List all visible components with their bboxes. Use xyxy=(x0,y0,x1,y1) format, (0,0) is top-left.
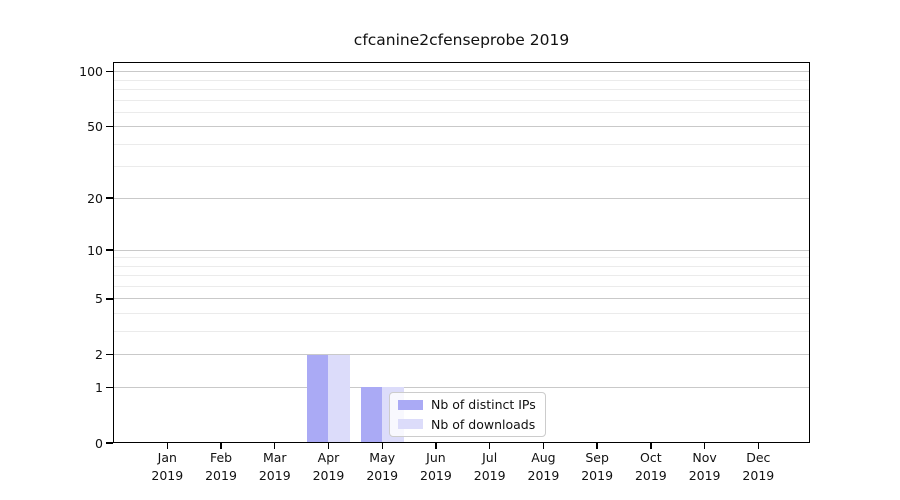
minor-gridline xyxy=(113,111,810,113)
y-tick-label: 1 xyxy=(95,379,103,395)
x-tick-month: Dec xyxy=(746,450,771,465)
x-tick-month: Jan xyxy=(157,450,177,465)
minor-gridline xyxy=(113,313,810,315)
x-tick-label: Dec 2019 xyxy=(728,449,788,484)
minor-gridline xyxy=(113,285,810,287)
x-tick-label: Sep 2019 xyxy=(567,449,627,484)
x-tick-mark xyxy=(703,443,706,449)
y-tick-mark xyxy=(106,197,113,199)
x-tick-mark xyxy=(381,443,383,449)
x-tick-label: Jul 2019 xyxy=(460,449,520,484)
major-gridline xyxy=(113,354,810,356)
y-tick-label: 50 xyxy=(87,119,103,135)
minor-gridline xyxy=(113,330,810,332)
legend-label-downloads: Nb of downloads xyxy=(431,416,536,432)
x-tick-month: Jun xyxy=(426,450,446,465)
x-tick-month: Nov xyxy=(692,450,717,465)
major-gridline xyxy=(113,386,810,388)
x-tick-mark xyxy=(757,443,760,449)
x-tick-year: 2019 xyxy=(634,467,667,483)
legend-label-distinct-ips: Nb of distinct IPs xyxy=(431,397,536,413)
y-tick-label: 2 xyxy=(95,347,103,363)
x-tick-month: Mar xyxy=(262,450,287,465)
bar-apr-downloads xyxy=(328,354,350,443)
x-tick-mark xyxy=(327,443,330,449)
x-tick-mark xyxy=(542,443,545,449)
x-tick-month: Oct xyxy=(640,450,662,465)
x-tick-year: 2019 xyxy=(205,467,237,483)
legend-swatch-downloads xyxy=(398,419,423,430)
x-tick-year: 2019 xyxy=(312,467,345,483)
y-tick-mark xyxy=(106,353,113,356)
x-tick-month: Jul xyxy=(482,450,498,465)
x-tick-month: May xyxy=(369,450,396,465)
x-tick-year: 2019 xyxy=(742,467,775,483)
x-tick-year: 2019 xyxy=(581,467,614,483)
major-gridline xyxy=(113,249,810,251)
x-tick-mark xyxy=(435,443,437,449)
y-tick-mark xyxy=(106,249,113,251)
x-tick-year: 2019 xyxy=(688,467,721,483)
major-gridline xyxy=(113,298,810,300)
x-tick-mark xyxy=(488,443,491,449)
y-tick-mark xyxy=(106,442,113,444)
x-tick-label: May 2019 xyxy=(352,449,412,484)
x-tick-label: Oct 2019 xyxy=(621,449,681,484)
y-tick-mark xyxy=(106,298,113,300)
bar-apr-distinct-ips xyxy=(306,354,329,443)
y-tick-mark xyxy=(106,386,113,388)
y-tick-label: 5 xyxy=(95,291,103,307)
x-tick-label: Mar 2019 xyxy=(245,449,305,484)
x-tick-year: 2019 xyxy=(366,467,399,483)
x-tick-year: 2019 xyxy=(527,467,560,483)
major-gridline xyxy=(113,197,810,199)
minor-gridline xyxy=(113,166,810,168)
minor-gridline xyxy=(113,275,810,277)
x-tick-mark xyxy=(274,443,276,449)
y-tick-label: 10 xyxy=(87,242,103,258)
y-tick-label: 0 xyxy=(95,435,103,451)
x-tick-month: Aug xyxy=(531,450,556,465)
x-tick-label: Jan 2019 xyxy=(137,449,197,484)
minor-gridline xyxy=(113,257,810,259)
x-tick-mark xyxy=(650,443,652,449)
legend: Nb of distinct IPs Nb of downloads xyxy=(389,392,546,437)
major-gridline xyxy=(113,126,810,128)
x-tick-mark xyxy=(166,443,168,449)
x-tick-year: 2019 xyxy=(420,467,452,483)
legend-item-downloads: Nb of downloads xyxy=(398,417,537,432)
minor-gridline xyxy=(113,99,810,101)
minor-gridline xyxy=(113,79,810,81)
x-tick-year: 2019 xyxy=(151,467,184,483)
x-tick-year: 2019 xyxy=(258,467,291,483)
x-tick-year: 2019 xyxy=(473,467,506,483)
y-tick-label: 100 xyxy=(79,64,103,80)
x-tick-label: Nov 2019 xyxy=(675,449,735,484)
x-tick-label: Aug 2019 xyxy=(513,449,573,484)
y-tick-mark xyxy=(106,126,113,128)
y-tick-mark xyxy=(106,71,113,73)
minor-gridline xyxy=(113,143,810,145)
y-tick-label: 20 xyxy=(87,190,103,206)
plot-area xyxy=(113,62,810,443)
bar-may-distinct-ips xyxy=(360,387,383,443)
x-tick-mark xyxy=(220,443,222,449)
legend-swatch-distinct-ips xyxy=(398,399,423,410)
x-tick-month: Sep xyxy=(585,450,609,465)
x-tick-label: Jun 2019 xyxy=(406,449,466,484)
legend-item-distinct-ips: Nb of distinct IPs xyxy=(398,397,537,412)
x-tick-month: Feb xyxy=(209,450,233,465)
major-gridline xyxy=(113,71,810,73)
x-tick-label: Apr 2019 xyxy=(298,449,358,484)
chart-title: cfcanine2cfenseprobe 2019 xyxy=(353,31,570,49)
minor-gridline xyxy=(113,88,810,90)
x-tick-label: Feb 2019 xyxy=(191,449,251,484)
x-tick-month: Apr xyxy=(317,450,340,465)
x-tick-mark xyxy=(596,443,598,449)
minor-gridline xyxy=(113,265,810,267)
